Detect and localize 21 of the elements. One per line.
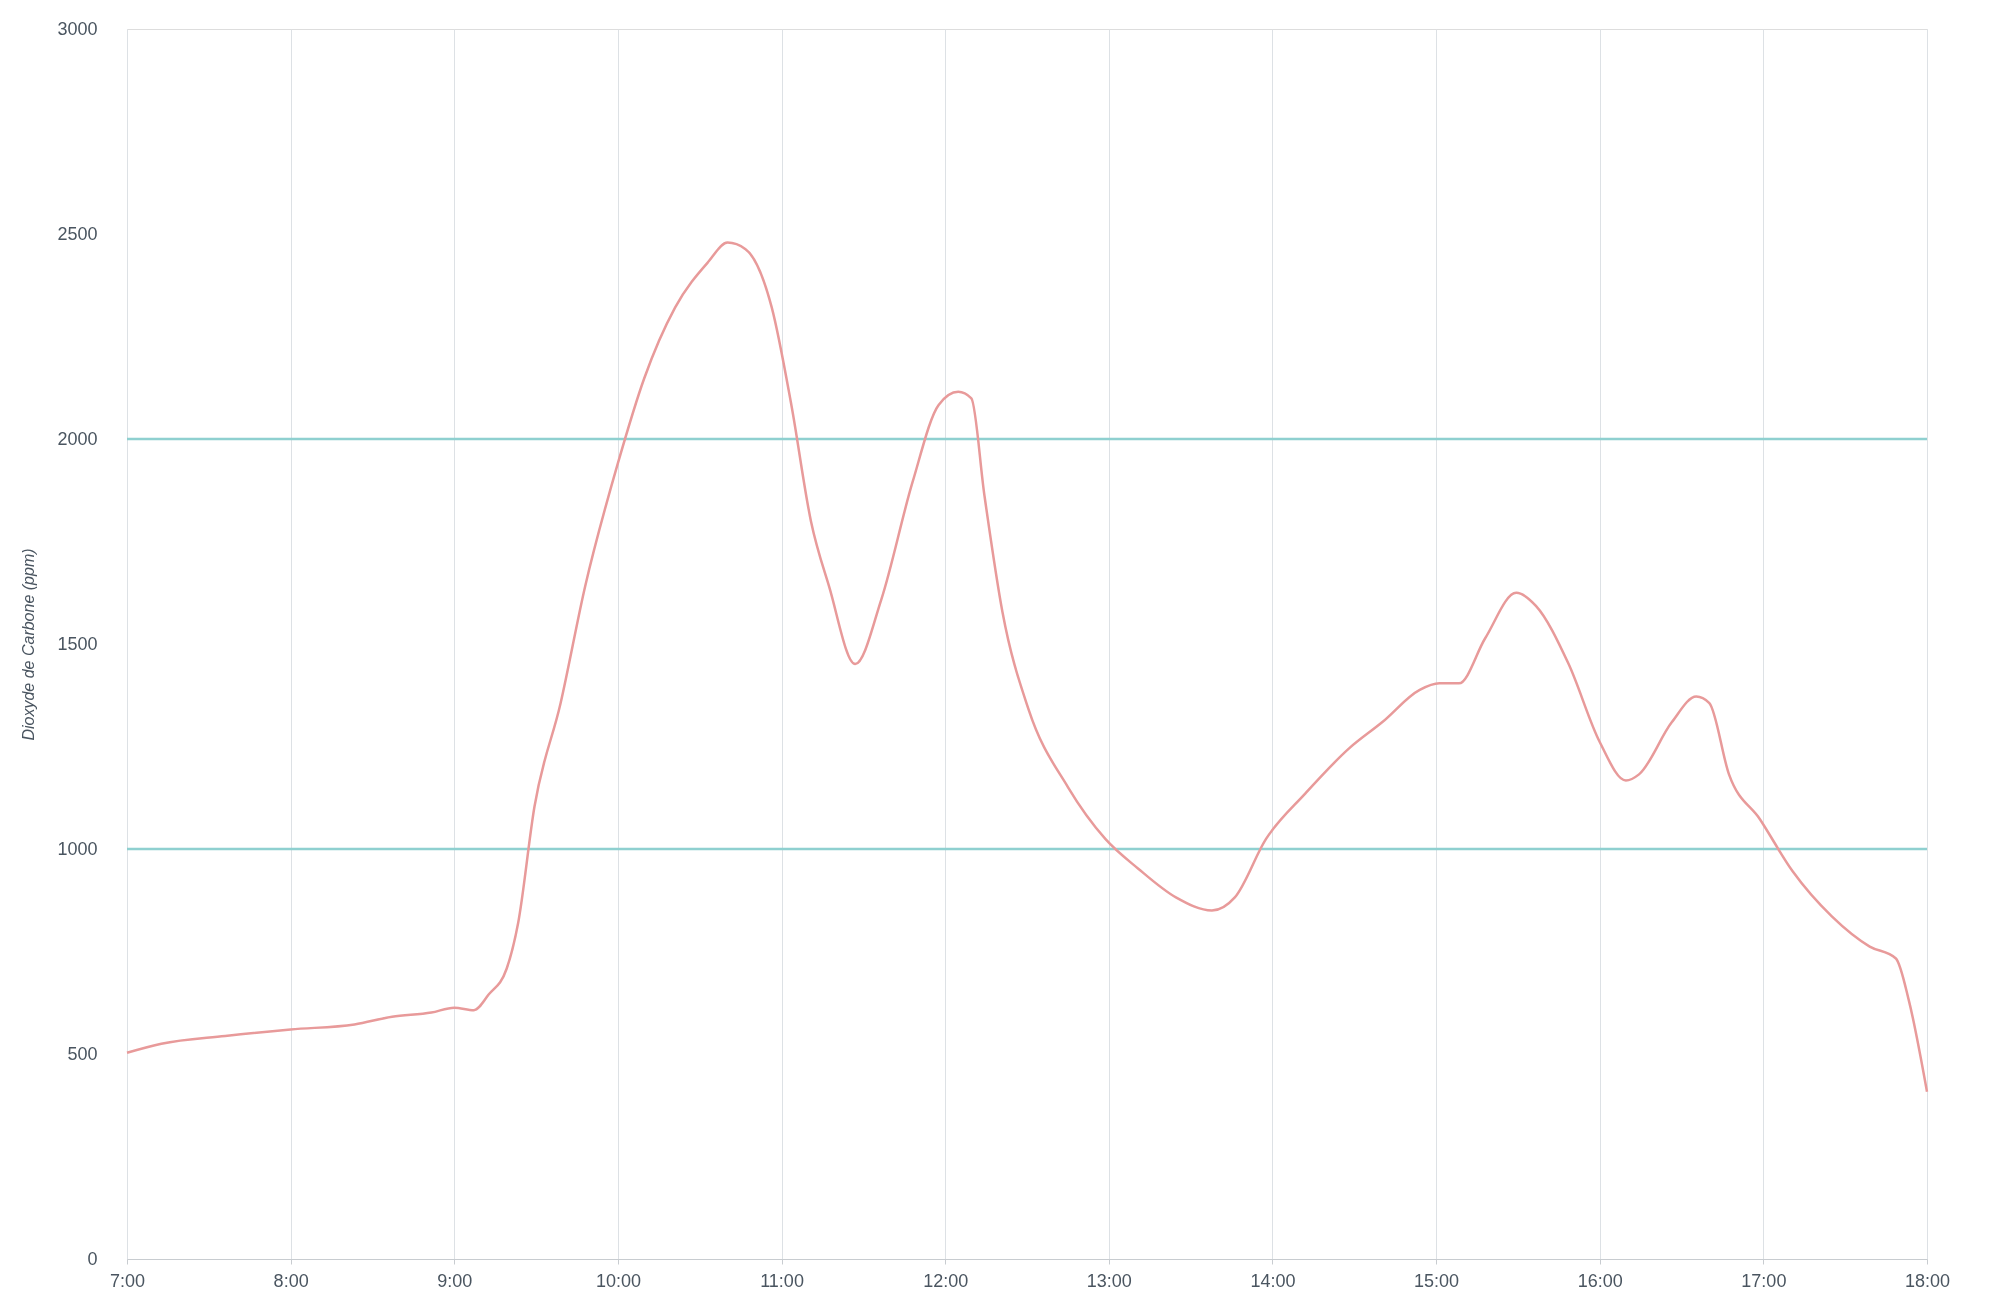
x-tick-label: 12:00 xyxy=(923,1270,969,1291)
y-tick-label: 0 xyxy=(87,1248,98,1269)
y-tick-label: 1500 xyxy=(57,633,98,654)
y-tick-label: 2000 xyxy=(57,428,98,449)
x-tick-label: 15:00 xyxy=(1414,1270,1460,1291)
x-tick-label: 8:00 xyxy=(273,1270,309,1291)
y-tick-label: 500 xyxy=(67,1043,98,1064)
x-tick-label: 7:00 xyxy=(109,1270,146,1291)
x-tick-label: 14:00 xyxy=(1250,1270,1296,1291)
y-tick-label: 3000 xyxy=(57,18,98,39)
y-axis-title: Dioxyde de Carbone (ppm) xyxy=(20,548,38,741)
y-tick-label: 1000 xyxy=(57,838,98,859)
x-tick-label: 16:00 xyxy=(1577,1270,1623,1291)
x-tick-label: 11:00 xyxy=(760,1270,804,1291)
x-tick-label: 18:00 xyxy=(1904,1270,1951,1291)
x-tick-label: 10:00 xyxy=(595,1270,641,1291)
x-tick-label: 17:00 xyxy=(1741,1270,1787,1291)
x-tick-label: 13:00 xyxy=(1086,1270,1132,1291)
line-series xyxy=(125,241,1929,1093)
x-tick-label: 9:00 xyxy=(437,1270,473,1291)
y-tick-label: 2500 xyxy=(57,223,98,244)
